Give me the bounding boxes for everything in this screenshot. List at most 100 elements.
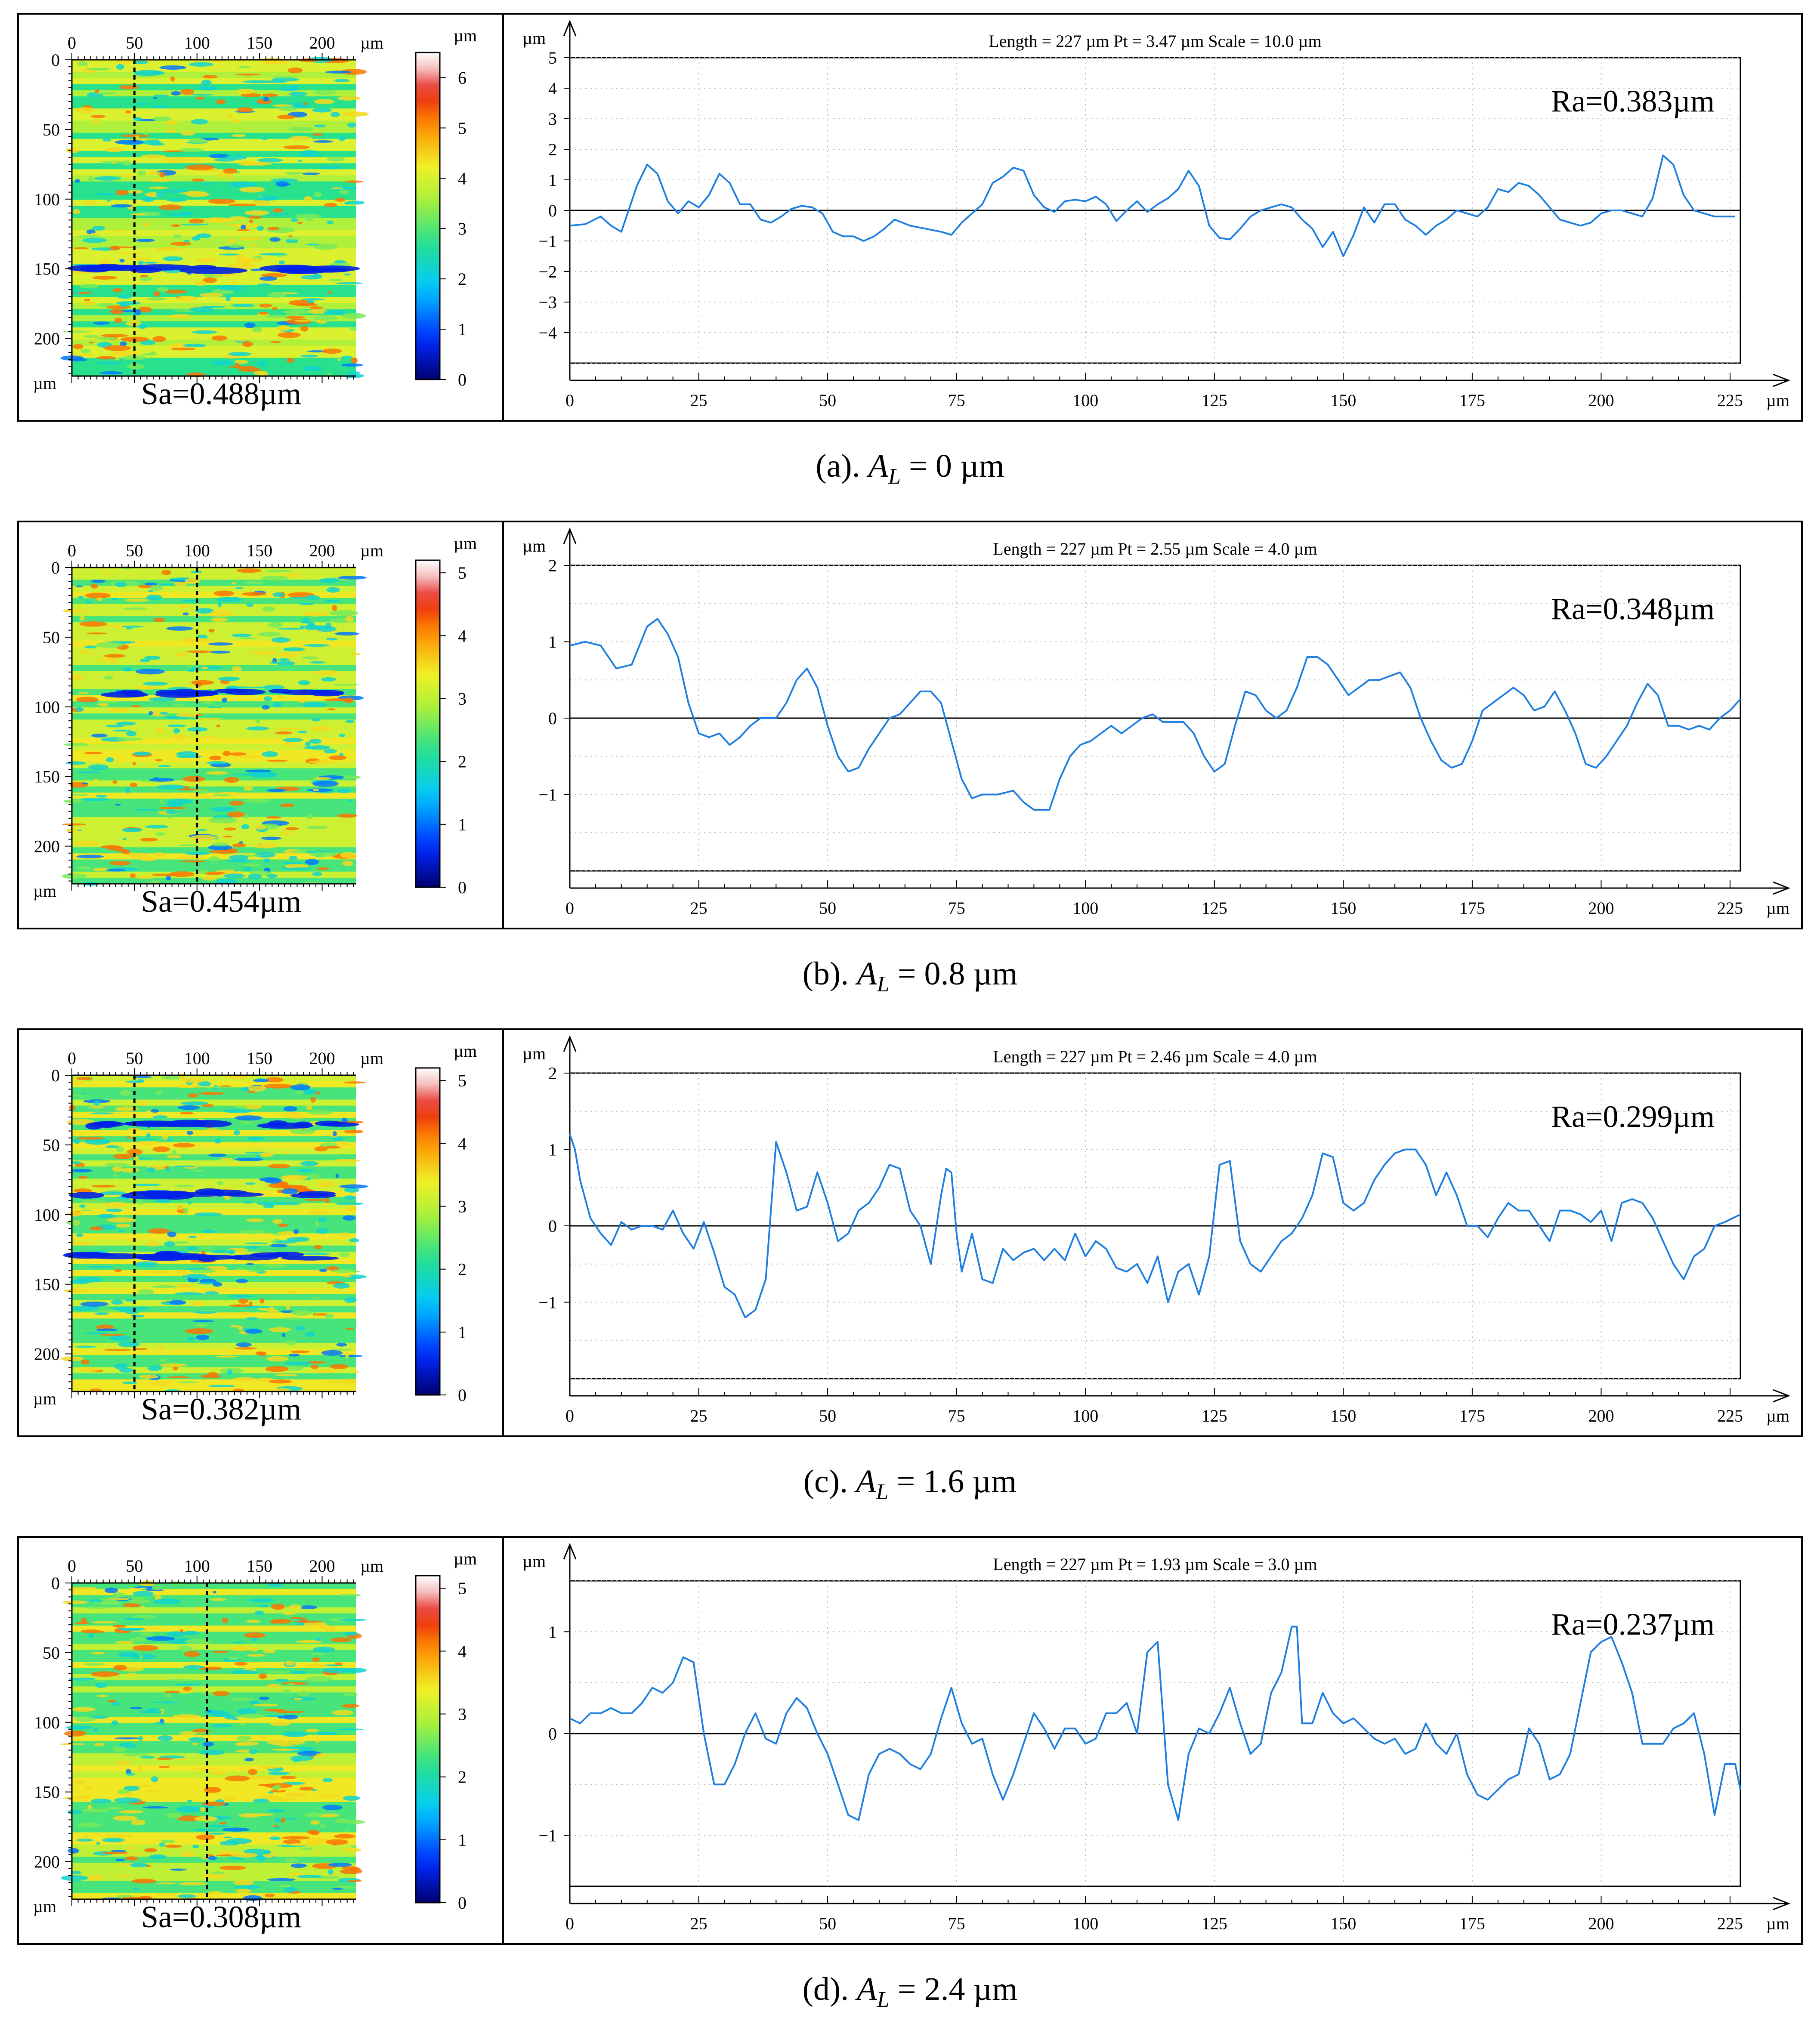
map-feature: [308, 309, 328, 314]
map-feature: [105, 725, 124, 728]
map-feature: [125, 1310, 139, 1314]
map-feature: [219, 1866, 246, 1870]
map-feature: [200, 701, 215, 704]
profile-y-tick-label: 0: [548, 201, 557, 220]
map-feature: [130, 1637, 146, 1642]
map-feature: [108, 707, 130, 713]
map-feature: [229, 1646, 254, 1651]
map-feature: [114, 139, 144, 145]
map-feature: [211, 274, 239, 276]
map-feature: [254, 825, 266, 830]
map-feature: [246, 726, 269, 731]
colorbar-tick-label: 3: [458, 1705, 467, 1724]
map-feature: [261, 273, 287, 278]
map-feature: [323, 749, 337, 753]
profile-x-tick-label: 125: [1202, 391, 1227, 410]
map-feature: [269, 1720, 291, 1726]
map-feature: [235, 73, 261, 76]
map-band: [72, 370, 356, 376]
caption-subscript: L: [877, 1987, 890, 2012]
map-feature: [284, 1887, 297, 1893]
map-feature: [182, 612, 189, 616]
map-feature: [210, 617, 228, 622]
map-feature: [270, 1243, 288, 1247]
map-feature: [92, 276, 117, 280]
map-feature: [218, 602, 222, 608]
map-feature: [289, 1353, 300, 1357]
map-feature: [117, 294, 132, 299]
profile-x-unit: µm: [1766, 391, 1789, 410]
map-feature: [209, 850, 238, 854]
map-feature: [122, 1793, 134, 1796]
map-feature: [76, 1233, 83, 1237]
map-feature: [202, 1289, 229, 1291]
map-feature: [103, 1202, 129, 1208]
profile-x-tick-label: 200: [1588, 391, 1614, 410]
map-feature: [90, 583, 98, 589]
map-feature: [170, 76, 175, 82]
map-feature: [322, 1667, 351, 1673]
map-feature: [198, 1092, 225, 1095]
map-feature: [93, 1101, 100, 1106]
map-feature: [229, 752, 247, 756]
map-band: [72, 1312, 356, 1319]
map-feature: [231, 119, 240, 123]
colorbar-tick-label: 0: [458, 1893, 467, 1913]
map-feature: [142, 262, 158, 264]
map-feature: [68, 1788, 78, 1790]
map-feature: [227, 175, 232, 179]
map-feature: [267, 1739, 289, 1745]
map-feature: [163, 256, 183, 262]
map-feature: [324, 203, 337, 207]
map-feature: [179, 844, 198, 846]
map-band: [72, 1692, 356, 1699]
map-feature: [149, 1854, 167, 1859]
map-feature: [188, 138, 206, 144]
map-y-tick-label: 150: [34, 767, 60, 787]
map-feature: [208, 1385, 236, 1388]
map-feature: [332, 1843, 339, 1846]
map-feature: [88, 1266, 115, 1268]
map-feature: [91, 733, 108, 737]
map-feature: [341, 313, 366, 319]
map-feature: [185, 1638, 212, 1644]
map-feature: [229, 672, 233, 675]
map-x-tick-label: 100: [184, 541, 210, 560]
profile-x-tick-label: 50: [819, 1406, 836, 1425]
map-feature: [244, 769, 272, 773]
map-feature: [112, 1166, 123, 1172]
map-band: [72, 321, 356, 328]
map-feature: [183, 1665, 204, 1669]
map-feature: [283, 1112, 305, 1117]
map-feature: [330, 112, 340, 117]
map-feature: [276, 661, 295, 666]
map-feature: [140, 276, 152, 281]
map-feature: [77, 866, 92, 870]
map-feature: [268, 292, 287, 298]
map-feature: [343, 1796, 360, 1801]
map-feature: [161, 1075, 185, 1080]
map-band: [72, 604, 356, 611]
map-band: [72, 1245, 356, 1252]
map-y-tick-label: 200: [34, 837, 60, 856]
map-feature: [135, 875, 153, 879]
map-feature: [148, 711, 153, 716]
map-feature: [181, 223, 208, 225]
map-feature: [268, 1791, 274, 1794]
profile-y-tick-label: −3: [538, 293, 557, 312]
map-feature: [272, 208, 283, 213]
map-feature: [281, 1317, 306, 1320]
map-feature: [76, 697, 99, 703]
map-feature: [95, 192, 115, 196]
map-feature: [117, 60, 132, 64]
map-feature: [94, 89, 99, 93]
map-feature: [220, 1157, 234, 1161]
map-feature: [299, 602, 314, 605]
map-feature: [140, 658, 150, 663]
map-feature: [127, 1149, 143, 1155]
map-feature: [228, 238, 236, 243]
map-feature: [104, 345, 131, 351]
map-feature: [107, 1700, 116, 1703]
map-feature: [235, 1106, 248, 1109]
x-axis-arrow: [1773, 1389, 1791, 1403]
